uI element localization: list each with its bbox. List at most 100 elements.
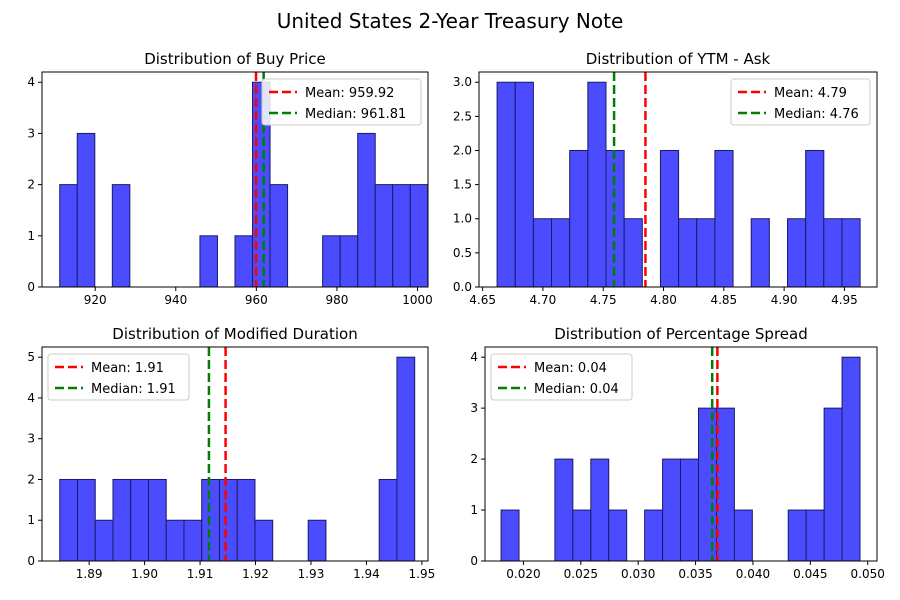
x-tick-label: 0.040 bbox=[736, 567, 770, 581]
histogram-bar bbox=[307, 519, 327, 562]
legend-median-label: Median: 961.81 bbox=[305, 107, 406, 122]
histogram-bar bbox=[269, 184, 289, 288]
histogram-bar bbox=[112, 478, 132, 562]
y-tick-label: 4 bbox=[470, 350, 478, 364]
histogram-bar bbox=[569, 149, 589, 288]
histogram-bar bbox=[201, 478, 220, 562]
x-tick-label: 4.75 bbox=[590, 293, 617, 307]
histogram-bar bbox=[680, 458, 699, 562]
x-tick-label: 0.050 bbox=[851, 567, 885, 581]
y-tick-label: 3.0 bbox=[453, 75, 472, 89]
chart-title: Distribution of Modified Duration bbox=[112, 325, 357, 343]
histogram-bar bbox=[623, 218, 643, 288]
histogram-bar bbox=[392, 184, 411, 288]
x-tick-label: 4.65 bbox=[469, 293, 496, 307]
legend: Mean: 1.91 Median: 1.91 bbox=[47, 353, 190, 401]
y-tick-label: 0 bbox=[27, 554, 35, 568]
histogram-bar bbox=[697, 407, 717, 562]
histogram-bar bbox=[554, 458, 574, 562]
histogram-bar bbox=[572, 509, 592, 562]
x-tick-label: 980 bbox=[325, 293, 348, 307]
histogram-bar bbox=[532, 218, 553, 288]
axes-frame bbox=[41, 346, 429, 562]
histogram-bar bbox=[234, 235, 254, 288]
x-tick-label: 4.95 bbox=[831, 293, 858, 307]
x-tick-label: 1.94 bbox=[353, 567, 380, 581]
chart-panel-2: 4.65 4.70 4.75 4.80 4.85 4.90 4.95 0.0 0.5 1.0 1.5… bbox=[453, 50, 878, 307]
histogram-bar bbox=[823, 407, 843, 562]
y-tick-label: 4 bbox=[27, 391, 35, 405]
y-tick-label: 1.0 bbox=[453, 212, 472, 226]
y-tick-label: 1 bbox=[470, 503, 478, 517]
histogram-bar bbox=[357, 132, 376, 288]
axes-frame bbox=[478, 71, 878, 288]
y-tick-label: 4 bbox=[27, 75, 35, 89]
histogram-bar bbox=[608, 509, 628, 562]
legend-box bbox=[47, 353, 190, 401]
x-tick-label: 1.89 bbox=[76, 567, 103, 581]
y-tick-label: 5 bbox=[27, 350, 35, 364]
legend: Mean: 4.79 Median: 4.76 bbox=[730, 78, 871, 126]
histogram-bar bbox=[76, 132, 96, 288]
axes-frame bbox=[484, 346, 878, 562]
x-tick-label: 0.025 bbox=[564, 567, 598, 581]
x-tick-label: 0.045 bbox=[793, 567, 827, 581]
histogram-bar bbox=[587, 81, 607, 288]
x-tick-label: 0.035 bbox=[678, 567, 712, 581]
legend-box bbox=[490, 353, 633, 401]
histogram-bar bbox=[147, 478, 167, 562]
x-tick-label: 1.91 bbox=[187, 567, 214, 581]
legend-mean-label: Mean: 0.04 bbox=[534, 361, 607, 376]
y-tick-label: 3 bbox=[470, 401, 478, 415]
histogram-bar bbox=[496, 81, 516, 288]
histogram-bar bbox=[396, 356, 416, 562]
histogram-bar bbox=[644, 509, 664, 562]
histogram-bar bbox=[165, 519, 185, 562]
axes-frame bbox=[41, 71, 429, 288]
figure-suptitle: United States 2-Year Treasury Note bbox=[277, 9, 624, 33]
legend-median-label: Median: 4.76 bbox=[774, 107, 859, 122]
histogram-bar bbox=[715, 407, 735, 562]
histogram-bar bbox=[696, 218, 716, 288]
histogram-bar bbox=[183, 519, 203, 562]
histogram-bar bbox=[659, 149, 680, 288]
x-tick-label: 4.70 bbox=[530, 293, 557, 307]
histogram-bar bbox=[374, 184, 394, 288]
histogram-bar bbox=[94, 519, 114, 562]
histogram-bar bbox=[236, 478, 256, 562]
chart-title: Distribution of YTM - Ask bbox=[586, 50, 771, 68]
histogram-bar bbox=[254, 519, 274, 562]
histogram-bar bbox=[339, 235, 359, 288]
histogram-bar bbox=[841, 218, 861, 288]
histogram-bar bbox=[787, 509, 807, 562]
histogram-bar bbox=[322, 235, 341, 288]
legend-median-label: Median: 1.91 bbox=[91, 382, 176, 397]
x-tick-label: 0.030 bbox=[621, 567, 655, 581]
legend: Mean: 959.92 Median: 961.81 bbox=[261, 78, 422, 126]
x-tick-label: 1.92 bbox=[242, 567, 269, 581]
histogram-bar bbox=[590, 458, 610, 562]
y-tick-label: 2 bbox=[470, 452, 478, 466]
histogram-bar bbox=[841, 356, 861, 562]
histogram-bar bbox=[551, 218, 571, 288]
histogram-bar bbox=[130, 478, 149, 562]
histogram-bar bbox=[678, 218, 698, 288]
x-tick-label: 940 bbox=[164, 293, 187, 307]
y-tick-label: 3 bbox=[27, 126, 35, 140]
y-tick-label: 0.0 bbox=[453, 280, 472, 294]
histogram-bar bbox=[733, 509, 753, 562]
histogram-bar bbox=[500, 509, 520, 562]
histogram-bar bbox=[714, 149, 734, 288]
x-tick-label: 1.95 bbox=[409, 567, 436, 581]
chart-title: Distribution of Percentage Spread bbox=[554, 325, 807, 343]
y-tick-label: 1 bbox=[27, 513, 35, 527]
y-tick-label: 3 bbox=[27, 432, 35, 446]
chart-panel-3: 1.89 1.90 1.91 1.92 1.93 1.94 1.95 0 1 2 3 4 5 Distri… bbox=[27, 325, 435, 581]
legend-box bbox=[261, 78, 422, 126]
legend-median-label: Median: 0.04 bbox=[534, 382, 619, 397]
y-tick-label: 2 bbox=[27, 178, 35, 192]
y-tick-label: 0 bbox=[470, 554, 478, 568]
y-tick-label: 1.5 bbox=[453, 178, 472, 192]
x-tick-label: 960 bbox=[245, 293, 268, 307]
